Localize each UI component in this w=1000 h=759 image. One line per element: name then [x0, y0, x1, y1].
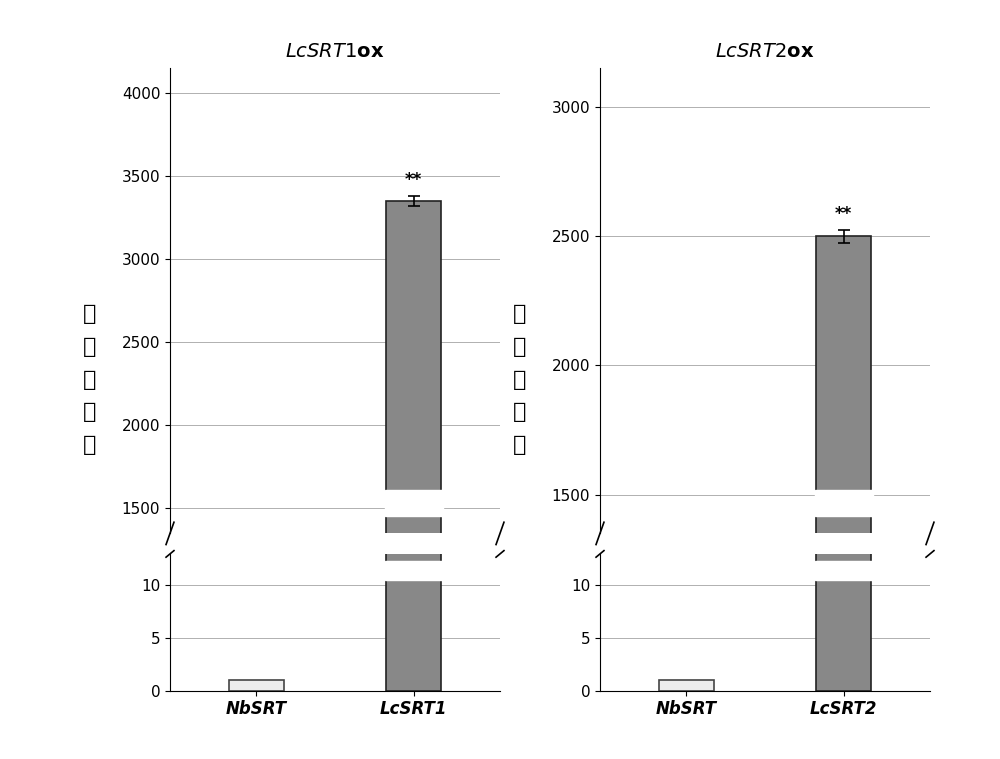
- Bar: [814, 561, 873, 580]
- Text: 相
对
表
达
量: 相 对 表 达 量: [513, 304, 527, 455]
- Title: $\it{LcSRT1}$ox: $\it{LcSRT1}$ox: [285, 43, 385, 61]
- Bar: [816, 0, 871, 691]
- Text: **: **: [835, 205, 852, 223]
- Bar: [384, 561, 443, 580]
- Bar: [386, 201, 441, 757]
- Bar: [814, 490, 873, 516]
- Bar: [816, 236, 871, 759]
- Text: **: **: [405, 172, 422, 189]
- Bar: [659, 680, 714, 691]
- Bar: [229, 680, 284, 691]
- Bar: [386, 0, 441, 691]
- Title: $\it{LcSRT2}$ox: $\it{LcSRT2}$ox: [715, 43, 815, 61]
- Text: 相
对
表
达
量: 相 对 表 达 量: [83, 304, 97, 455]
- Bar: [384, 490, 443, 516]
